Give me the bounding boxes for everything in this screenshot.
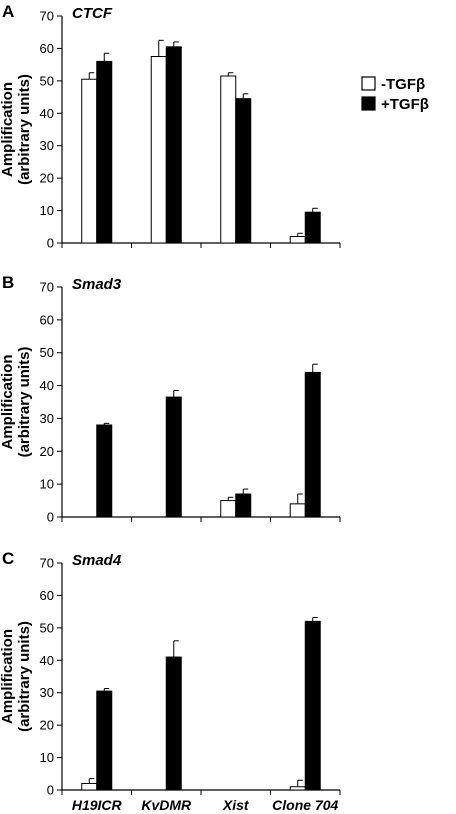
y-tick-label: 30 [40,138,54,153]
y-tick-label: 60 [40,588,54,603]
y-axis-label-line1: Amplification [0,82,16,177]
y-tick-label: 50 [40,73,54,88]
bar-xist-minus-tgfb [220,500,237,518]
x-category-label: H19ICR [72,797,123,813]
bar-kvdmr-minus-tgfb [150,56,167,244]
y-axis-label: Amplification(arbitrary units) [0,621,33,732]
panel-letter: C [2,549,14,568]
bar-h19icr-minus-tgfb [81,78,98,244]
bar-h19icr-plus-tgfb [96,424,113,518]
y-tick-label: 20 [40,718,54,733]
y-tick-label: 10 [40,203,54,218]
bar-h19icr-minus-tgfb [81,783,98,791]
bar-clone-704-minus-tgfb [289,786,306,791]
bar-xist-plus-tgfb [235,98,252,244]
bar-kvdmr-plus-tgfb [165,46,182,244]
panel-a: A CTCF Amplification(arbitrary units) 0 10 20… [0,2,341,251]
bar-xist-plus-tgfb [235,493,252,518]
bar-clone-704-plus-tgfb [304,371,321,518]
y-tick-label: 60 [40,312,54,327]
legend-swatch-minus-tgfb [361,76,376,91]
bar-h19icr-plus-tgfb [96,690,113,791]
panel-letter: B [2,273,14,292]
y-tick-label: 70 [40,280,54,295]
y-axis-label-line2: (arbitrary units) [16,347,33,458]
y-tick-label: 50 [40,345,54,360]
y-axis-label: Amplification(arbitrary units) [0,347,33,458]
y-axis-label-line1: Amplification [0,629,16,724]
y-tick-label: 20 [40,171,54,186]
bar-clone-704-minus-tgfb [289,236,306,244]
y-tick-label: 30 [40,411,54,426]
y-axis-label-line2: (arbitrary units) [16,74,33,185]
bar-kvdmr-plus-tgfb [165,656,182,791]
y-tick-label: 10 [40,477,54,492]
panel-letter: A [2,2,14,21]
y-tick-label: 0 [47,236,54,251]
bar-clone-704-plus-tgfb [304,211,321,244]
y-tick-label: 30 [40,685,54,700]
y-tick-label: 40 [40,653,54,668]
y-tick-label: 10 [40,750,54,765]
bar-clone-704-plus-tgfb [304,620,321,791]
bar-h19icr-plus-tgfb [96,60,113,244]
panel-c: C Smad4 Amplification(arbitrary units) 0 10 2… [0,549,341,813]
y-tick-label: 0 [47,510,54,525]
legend-label-minus-tgfb: -TGFβ [381,76,425,93]
y-tick-label: 40 [40,106,54,121]
legend-swatch-plus-tgfb [361,96,376,111]
legend-label-plus-tgfb: +TGFβ [381,96,429,113]
y-tick-label: 0 [47,783,54,798]
bar-clone-704-minus-tgfb [289,503,306,518]
panel-title: Smad4 [72,552,122,569]
panel-title: Smad3 [72,276,122,293]
x-category-label: KvDMR [141,797,192,813]
x-category-label: Xist [222,797,250,813]
y-axis-label-line2: (arbitrary units) [16,621,33,732]
panel-b: B Smad3 Amplification(arbitrary units) 0 10 2… [0,273,341,525]
y-tick-label: 20 [40,444,54,459]
y-tick-label: 70 [40,556,54,571]
y-axis-label: Amplification(arbitrary units) [0,74,33,185]
y-tick-label: 40 [40,378,54,393]
y-tick-label: 70 [40,9,54,24]
x-category-label: Clone 704 [272,797,338,813]
bar-kvdmr-plus-tgfb [165,396,182,518]
y-tick-label: 60 [40,41,54,56]
y-tick-label: 50 [40,620,54,635]
y-axis-label-line1: Amplification [0,354,16,449]
panel-title: CTCF [72,5,113,22]
legend: -TGFβ +TGFβ [361,76,429,113]
bar-xist-minus-tgfb [220,75,237,244]
